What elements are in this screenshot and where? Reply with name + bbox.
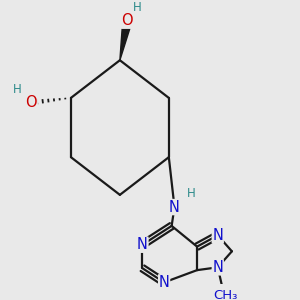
Text: N: N bbox=[169, 200, 180, 214]
Text: N: N bbox=[212, 228, 223, 243]
Text: N: N bbox=[159, 275, 170, 290]
Text: N: N bbox=[212, 260, 223, 275]
Text: O: O bbox=[26, 95, 37, 110]
Text: CH₃: CH₃ bbox=[213, 289, 238, 300]
Polygon shape bbox=[120, 20, 132, 60]
Text: H: H bbox=[13, 83, 22, 96]
Text: H: H bbox=[187, 188, 196, 200]
Text: N: N bbox=[137, 237, 148, 252]
Text: H: H bbox=[132, 1, 141, 14]
Text: O: O bbox=[122, 13, 133, 28]
